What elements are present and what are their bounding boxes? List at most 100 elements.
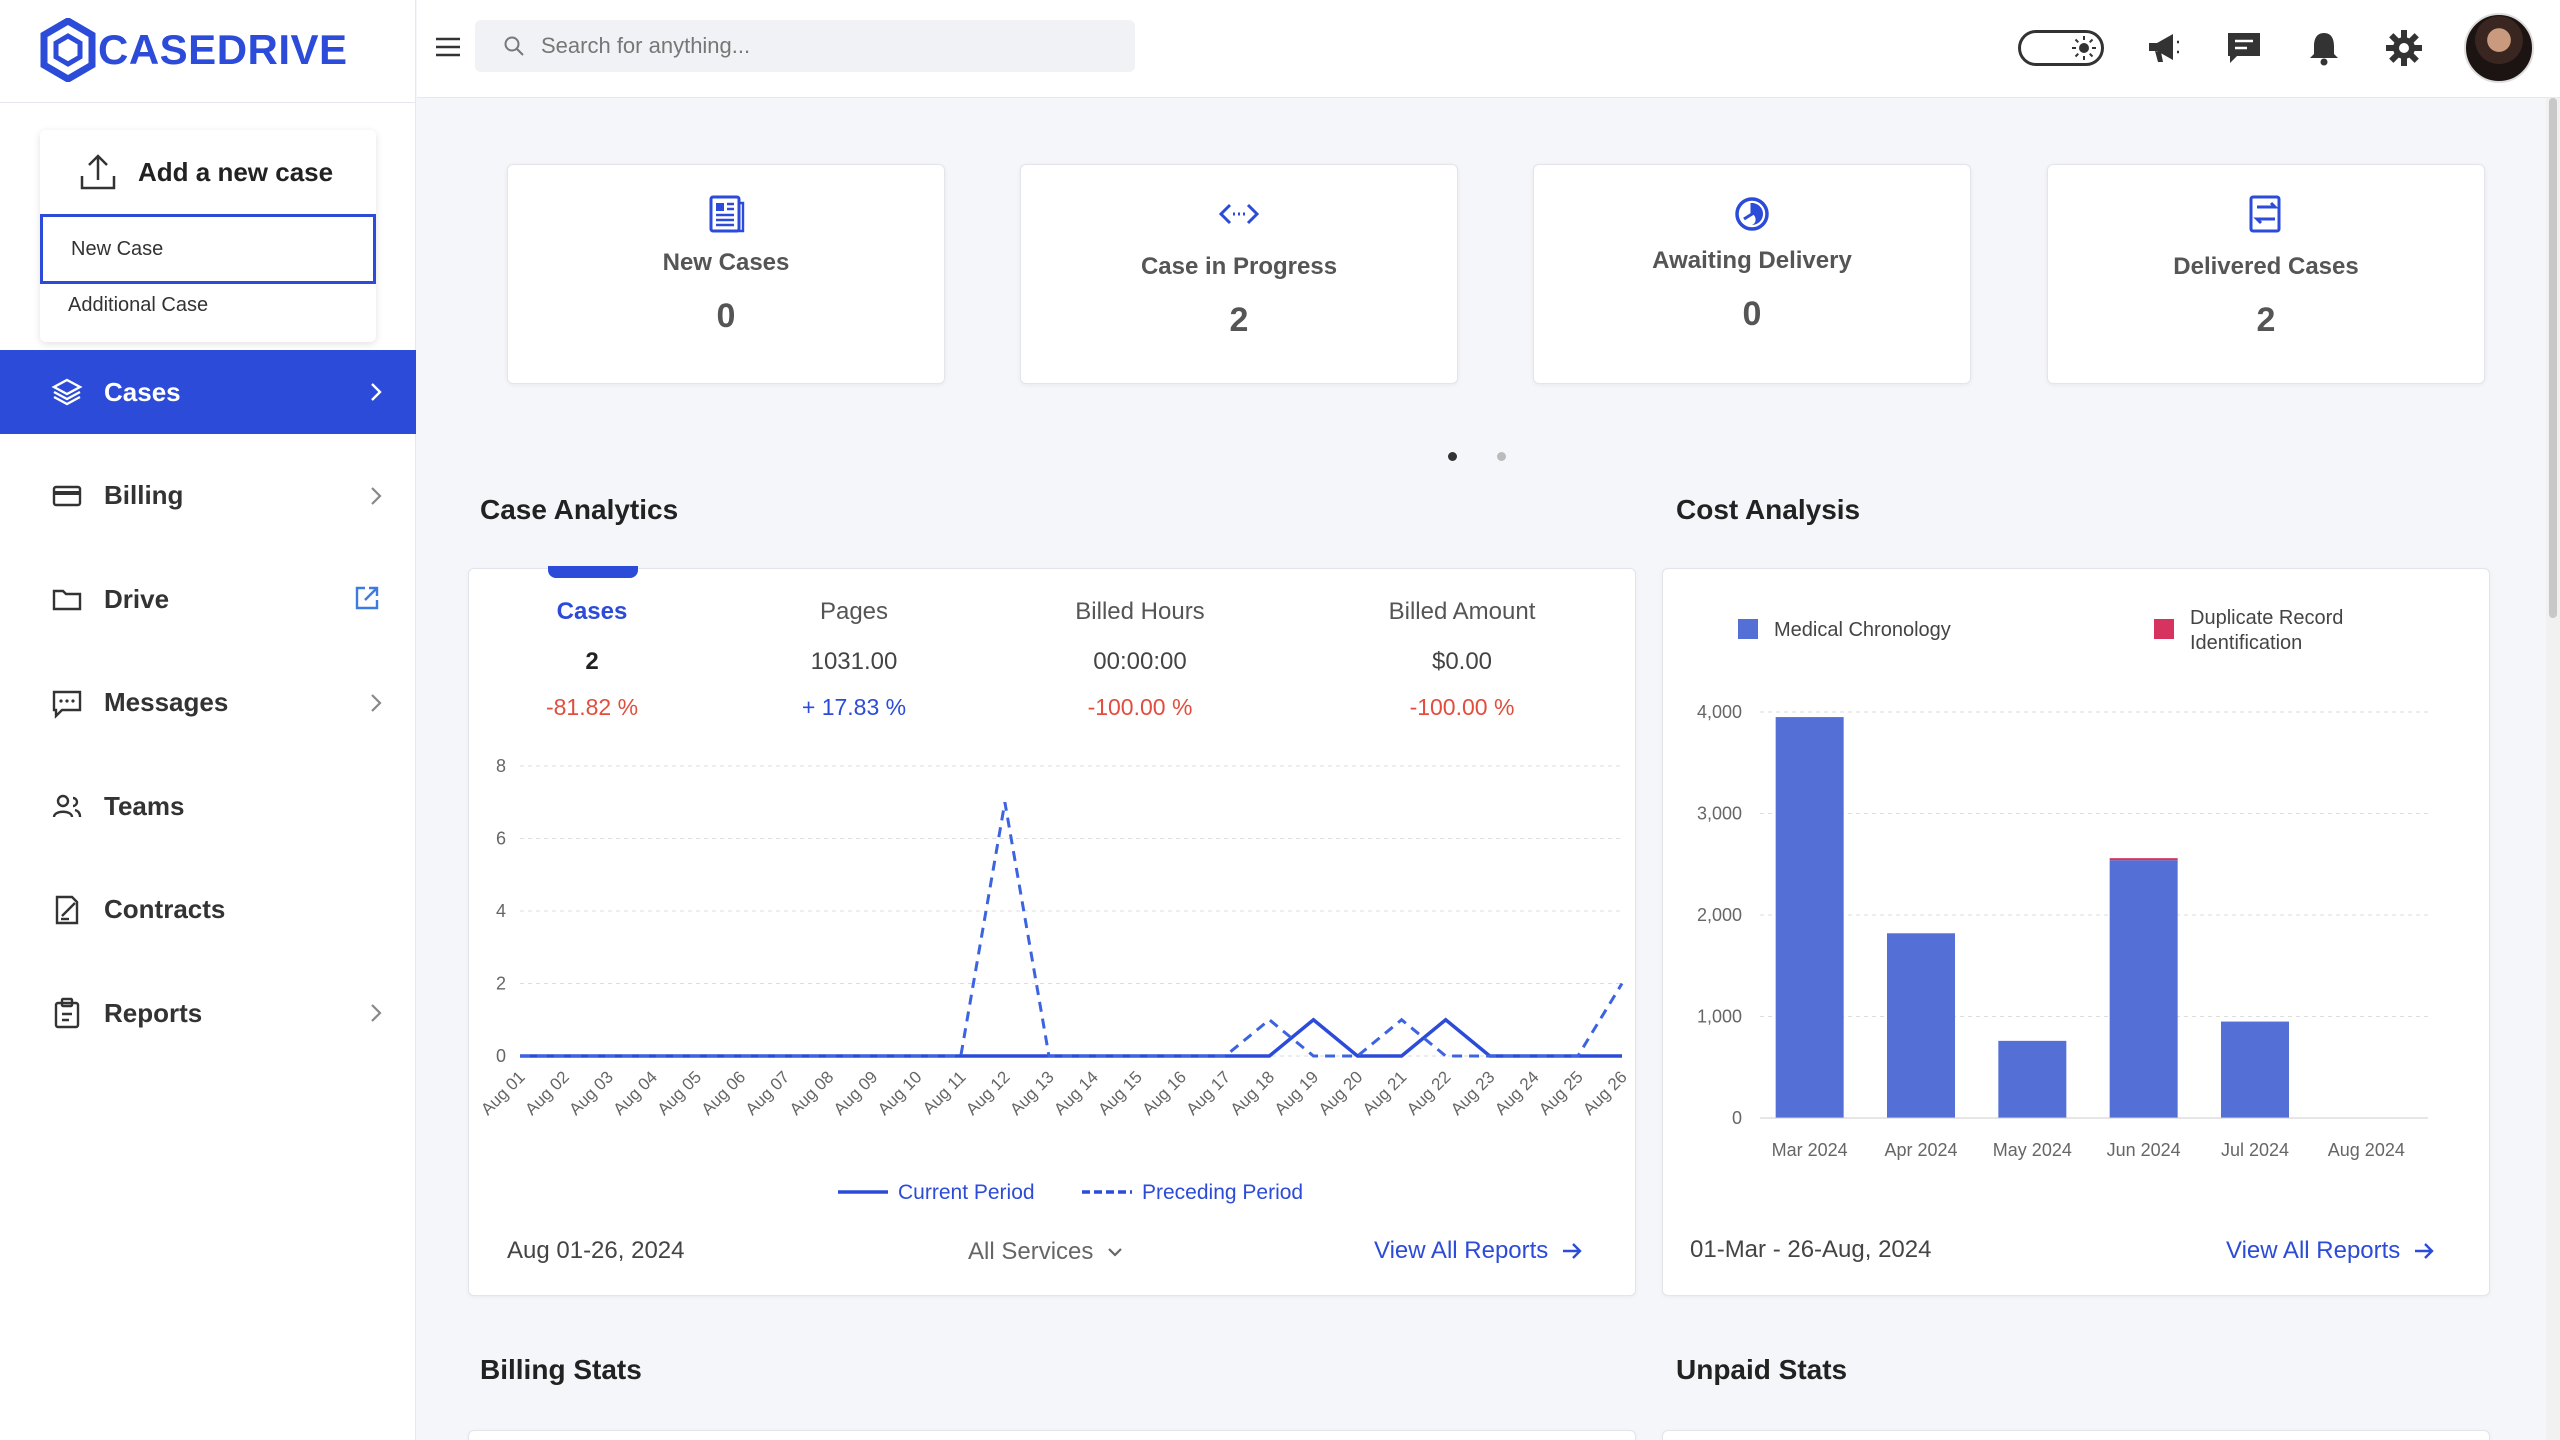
stat-card-case-in-progress[interactable]: Case in Progress 2 <box>1020 164 1458 384</box>
arrow-right-icon <box>1563 1243 1583 1259</box>
x-tick-label: Aug 26 <box>1579 1067 1631 1119</box>
case-analytics-panel <box>468 568 1636 1296</box>
code-arrows-icon <box>1218 203 1260 225</box>
clipboard-icon <box>50 996 84 1030</box>
unpaid-stats-panel <box>1662 1430 2490 1440</box>
y-tick-label: 0 <box>1732 1108 1742 1128</box>
metric-label: Pages <box>819 598 889 625</box>
series-line-preceding <box>520 801 1624 1058</box>
sidebar-item-label: Messages <box>104 687 229 717</box>
x-tick-label: Aug 09 <box>830 1067 882 1119</box>
clock-half-icon <box>1735 197 1769 231</box>
stat-card-delivered-cases[interactable]: Delivered Cases 2 <box>2047 164 2485 384</box>
section-title-billing-stats: Billing Stats <box>480 1354 642 1385</box>
services-filter-select[interactable]: All Services <box>968 1238 1125 1266</box>
sidebar-item-teams[interactable]: Teams <box>0 764 416 848</box>
metric-change: -100.00 % <box>1409 694 1515 720</box>
metric-tab-pages[interactable]: Pages 1031.00 + 17.83 % <box>734 598 974 721</box>
sun-icon <box>2072 36 2096 60</box>
add-case-button[interactable]: Add a new case <box>40 130 376 214</box>
sidebar-item-label: Teams <box>104 790 185 821</box>
x-tick-label: Jul 2024 <box>2221 1140 2289 1160</box>
stat-card-value: 2 <box>1229 301 1249 339</box>
billing-stats-panel <box>468 1430 1636 1440</box>
user-avatar[interactable] <box>2464 13 2534 83</box>
x-tick-label: Aug 19 <box>1271 1067 1323 1119</box>
x-tick-label: Aug 24 <box>1491 1067 1543 1119</box>
sidebar-item-label: Billing <box>104 480 184 510</box>
hamburger-menu-icon[interactable] <box>433 32 463 62</box>
theme-toggle[interactable] <box>2018 30 2104 66</box>
x-tick-label: Aug 10 <box>874 1067 926 1119</box>
scrollbar-thumb[interactable] <box>2549 98 2557 618</box>
chevron-down-icon <box>1108 1248 1123 1257</box>
sidebar-nav: Cases Billing Drive Messages <box>0 350 416 1075</box>
stat-card-label: Awaiting Delivery <box>1652 247 1852 274</box>
metric-change: -100.00 % <box>1087 694 1193 720</box>
case-date-range: Aug 01-26, 2024 <box>507 1237 685 1264</box>
chat-icon[interactable] <box>2224 28 2264 68</box>
metric-value: 2 <box>585 648 599 675</box>
carousel-pagination <box>1448 452 1546 461</box>
chevron-right-icon <box>371 383 382 401</box>
x-tick-label: Aug 16 <box>1138 1067 1190 1119</box>
gear-icon[interactable] <box>2384 28 2424 68</box>
transfer-icon <box>2249 195 2281 233</box>
x-tick-label: Aug 21 <box>1359 1067 1411 1119</box>
add-case-label: Add a new case <box>138 156 334 187</box>
cost-view-all-reports-link[interactable]: View All Reports <box>2226 1237 2436 1265</box>
stat-card-value: 0 <box>716 297 736 335</box>
stat-card-awaiting-delivery[interactable]: Awaiting Delivery 0 <box>1533 164 1971 384</box>
metric-label: Billed Hours <box>1075 598 1205 625</box>
bell-icon[interactable] <box>2304 28 2344 68</box>
carousel-dot-active[interactable] <box>1448 452 1457 461</box>
legend-label: Identification <box>2190 632 2302 654</box>
page-scrollbar[interactable] <box>2546 98 2560 1440</box>
metric-tab-billed-hours[interactable]: Billed Hours 00:00:00 -100.00 % <box>1020 598 1260 721</box>
stat-card-value: 0 <box>1742 295 1762 333</box>
x-tick-label: Aug 08 <box>786 1067 838 1119</box>
stat-card-label: New Cases <box>662 249 790 276</box>
add-case-option-additional[interactable]: Additional Case <box>68 294 209 316</box>
external-link-icon[interactable] <box>352 583 382 613</box>
search-input[interactable] <box>541 33 1101 59</box>
stat-card-value: 2 <box>2256 301 2276 339</box>
sidebar: CASEDRIVE Add a new case New Case Additi… <box>0 0 416 1440</box>
announcement-icon[interactable] <box>2144 28 2184 68</box>
logo-hexagon-icon <box>40 18 96 82</box>
y-tick-label: 1,000 <box>1697 1007 1742 1027</box>
x-tick-label: Aug 17 <box>1183 1067 1235 1119</box>
brand-logo[interactable]: CASEDRIVE <box>40 16 348 84</box>
team-icon <box>50 789 84 823</box>
sidebar-item-label: Reports <box>104 997 203 1028</box>
stat-card-new-cases[interactable]: New Cases 0 <box>507 164 945 384</box>
link-label: View All Reports <box>2226 1237 2401 1264</box>
y-tick-label: 6 <box>496 829 506 849</box>
sidebar-item-contracts[interactable]: Contracts <box>0 868 416 952</box>
bar-duplicate-record <box>2109 858 2178 861</box>
layers-icon <box>50 375 84 409</box>
sidebar-item-billing[interactable]: Billing <box>0 454 416 538</box>
sidebar-item-cases[interactable]: Cases <box>0 350 416 434</box>
sidebar-item-messages[interactable]: Messages <box>0 661 416 745</box>
y-tick-label: 0 <box>496 1046 506 1066</box>
document-icon <box>709 195 745 233</box>
x-tick-label: Aug 03 <box>565 1067 617 1119</box>
case-view-all-reports-link[interactable]: View All Reports <box>1374 1237 1584 1265</box>
metric-tab-cases[interactable]: Cases 2 -81.82 % <box>472 598 712 721</box>
y-tick-label: 2 <box>496 974 506 994</box>
metric-value: 1031.00 <box>810 648 898 675</box>
metric-change: -81.82 % <box>545 694 639 720</box>
legend-label: Duplicate Record <box>2190 607 2343 629</box>
metric-tab-billed-amount[interactable]: Billed Amount $0.00 -100.00 % <box>1342 598 1582 721</box>
bar-medical-chronology <box>1775 717 1844 1118</box>
sidebar-item-drive[interactable]: Drive <box>0 557 416 641</box>
x-tick-label: Aug 05 <box>654 1067 706 1119</box>
sidebar-item-label: Drive <box>104 583 170 614</box>
add-case-option-new[interactable]: New Case <box>40 214 376 284</box>
upload-icon <box>80 154 116 190</box>
sidebar-item-reports[interactable]: Reports <box>0 971 416 1055</box>
legend-label: Current Period <box>898 1181 1035 1204</box>
carousel-dot[interactable] <box>1497 452 1506 461</box>
